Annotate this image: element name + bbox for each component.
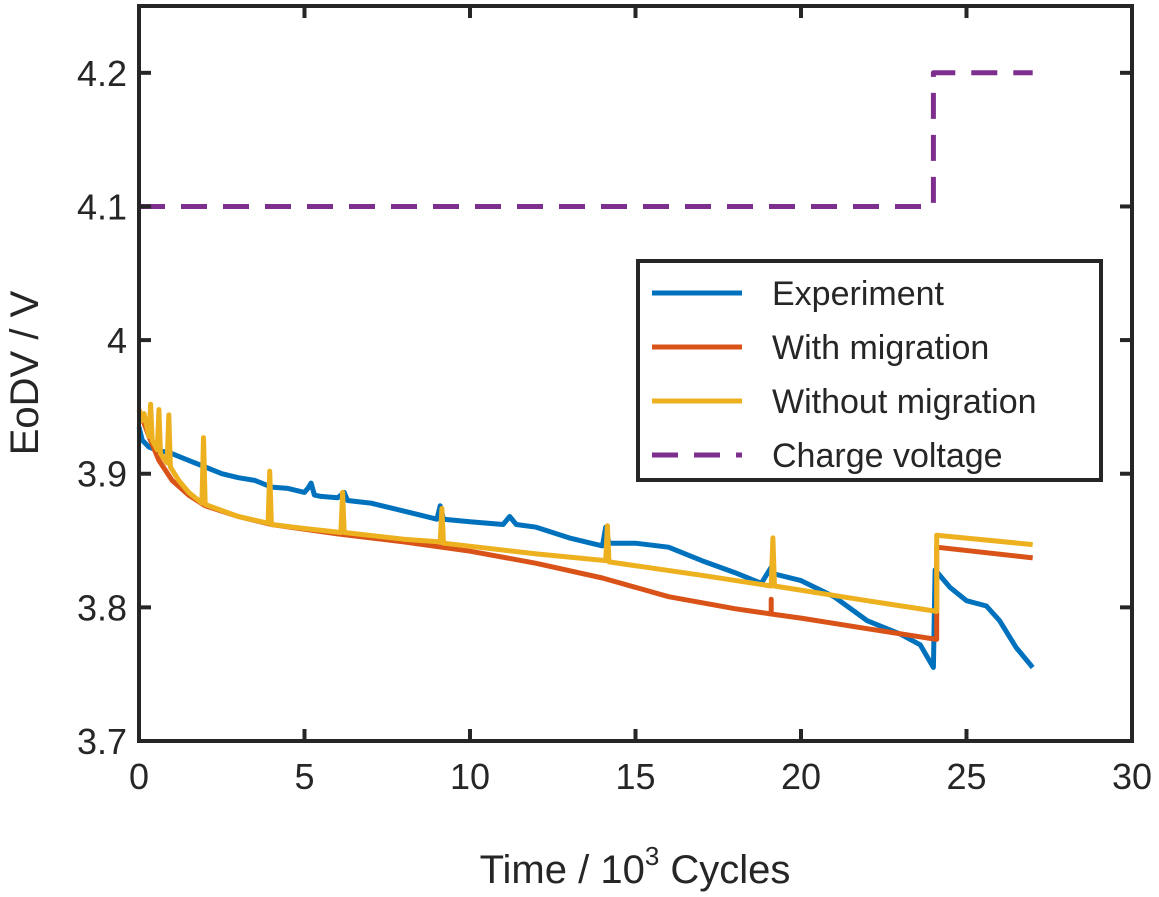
- x-tick-label: 15: [615, 756, 655, 797]
- legend-label-experiment: Experiment: [772, 275, 945, 313]
- y-axis-label: EoDV / V: [3, 290, 47, 455]
- y-tick-label: 3.7: [77, 721, 127, 762]
- y-tick-label: 4: [107, 320, 127, 361]
- tick-labels-layer: 0 5 10 15 20 25 30 3.7 3.8 3.9 4 4.1 4.2: [77, 53, 1152, 797]
- legend-label-charge-voltage: Charge voltage: [772, 437, 1003, 475]
- x-tick-label: 30: [1112, 756, 1152, 797]
- legend-item-with-migration: With migration: [652, 329, 989, 367]
- legend-item-experiment: Experiment: [652, 275, 945, 313]
- legend: Experiment With migration Without migratio…: [636, 259, 1103, 482]
- series-with-migration-line: [136, 408, 1033, 642]
- x-axis-label: Time / 103 Cycles: [480, 841, 791, 892]
- x-tick-label: 25: [946, 756, 986, 797]
- series-layer: [136, 70, 1035, 670]
- ticks-layer: [137, 6, 1134, 743]
- legend-item-charge-voltage: Charge voltage: [652, 437, 1003, 475]
- x-tick-label: 0: [129, 756, 149, 797]
- y-tick-label: 3.9: [77, 454, 127, 495]
- y-tick-label: 4.2: [77, 53, 127, 94]
- series-without-migration-line: [136, 401, 1033, 614]
- y-tick-label: 3.8: [77, 587, 127, 628]
- x-tick-label: 20: [781, 756, 821, 797]
- legend-items: Experiment With migration Without migratio…: [652, 275, 1037, 475]
- legend-label-with-migration: With migration: [772, 329, 989, 367]
- y-tick-label: 4.1: [77, 186, 127, 227]
- legend-label-without-migration: Without migration: [772, 383, 1037, 421]
- x-tick-label: 10: [450, 756, 490, 797]
- series-charge-voltage-line: [139, 70, 1033, 209]
- legend-item-without-migration: Without migration: [652, 383, 1037, 421]
- legend-box: [636, 259, 1103, 482]
- x-tick-label: 5: [294, 756, 314, 797]
